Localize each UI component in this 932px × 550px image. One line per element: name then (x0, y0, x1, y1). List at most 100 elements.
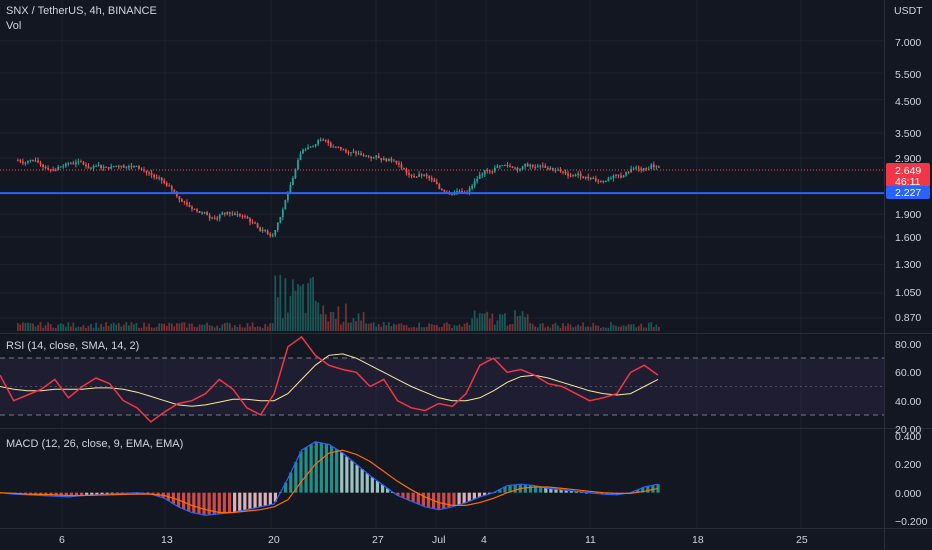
candle-body (294, 169, 297, 179)
volume-bar (387, 322, 390, 331)
volume-bar (281, 318, 284, 331)
price-tick: 1.300 (895, 259, 921, 271)
macd-histogram-bar (182, 492, 186, 510)
macd-histogram-bar (263, 492, 267, 506)
volume-bar (42, 327, 44, 331)
volume-bar (294, 290, 297, 331)
volume-bar (148, 323, 150, 331)
volume-bar (604, 327, 607, 331)
macd-histogram-bar (105, 492, 109, 495)
candle-body (516, 167, 519, 170)
candle-body (21, 161, 24, 164)
candle-body (481, 174, 484, 176)
candle-body (246, 216, 249, 219)
x-tick: 11 (585, 534, 596, 546)
volume-bar (160, 323, 163, 331)
macd-histogram-bar (110, 492, 114, 494)
volume-bar (100, 323, 103, 331)
candle-body (115, 165, 118, 167)
candle-body (314, 144, 317, 147)
candle-body (284, 200, 287, 210)
volume-bar (486, 311, 489, 331)
volume-bar (312, 276, 315, 331)
volume-bar (37, 324, 39, 331)
volume-bar (337, 306, 340, 331)
macd-histogram-bar (360, 469, 364, 493)
macd-histogram-bar (268, 492, 272, 505)
volume-bar (334, 319, 337, 331)
volume-bar (478, 313, 481, 331)
candle-body (418, 174, 421, 177)
candle-body (138, 165, 140, 169)
volume-bar (297, 284, 299, 331)
candle-body (620, 175, 622, 178)
macd-tick: 0.200 (895, 459, 921, 471)
volume-bar (458, 324, 461, 331)
volume-bar (27, 322, 29, 331)
price-tick: 1.600 (895, 232, 921, 244)
volume-bar (562, 323, 564, 331)
volume-bar (398, 323, 400, 331)
candle-body (69, 163, 72, 165)
candle-body (85, 164, 87, 167)
volume-bar (582, 322, 585, 331)
volume-bar (622, 325, 625, 331)
volume-bar (122, 324, 125, 331)
volume-bar (309, 278, 312, 331)
candle-body (327, 140, 330, 143)
candle-body (160, 177, 163, 181)
volume-bar (435, 324, 438, 331)
macd-histogram-bar (462, 492, 466, 504)
candle-body (592, 177, 595, 179)
macd-histogram-bar (248, 492, 252, 510)
volume-bar (112, 322, 115, 331)
volume-bar (370, 323, 373, 331)
candle-body (302, 149, 304, 154)
macd-histogram-bar (411, 492, 415, 502)
volume-bar (652, 327, 655, 331)
volume-bar (143, 322, 145, 331)
candle-body (324, 140, 327, 142)
volume-bar (19, 324, 22, 331)
candle-body (236, 214, 239, 216)
volume-bar (127, 325, 130, 331)
candle-body (239, 214, 241, 216)
candle-body (506, 164, 509, 166)
candle-body (647, 168, 650, 170)
macd-histogram-bar (340, 452, 344, 493)
macd-histogram-bar (539, 486, 543, 493)
candle-body (564, 171, 567, 174)
volume-bar (625, 326, 627, 331)
candle-body (534, 166, 537, 168)
volume-bars (16, 274, 660, 331)
macd-histogram-bar (217, 492, 221, 514)
candle-body (304, 149, 307, 151)
candle-body (554, 170, 557, 172)
volume-bar (133, 324, 135, 331)
volume-bar (471, 318, 474, 331)
candle-body (612, 175, 615, 179)
candle-body (536, 166, 539, 168)
volume-bar (319, 313, 322, 331)
volume-bar (269, 323, 272, 331)
volume-bar (239, 324, 241, 331)
volume-bar (292, 279, 294, 331)
volume-bar (276, 297, 279, 331)
macd-histogram-bar (365, 473, 369, 493)
candle-body (610, 178, 612, 180)
macd-histogram-bar (69, 492, 74, 497)
volume-bar (44, 325, 47, 331)
volume-bar (246, 323, 249, 331)
volume-bar (569, 324, 572, 331)
candle-body (491, 171, 494, 173)
macd-histogram-bar (457, 492, 461, 505)
candle-body (430, 178, 433, 180)
volume-bar (516, 316, 519, 331)
candle-body (438, 183, 441, 189)
candle-body (574, 174, 577, 176)
candle-body (251, 222, 254, 224)
candle-body (211, 217, 214, 219)
candle-body (62, 166, 65, 168)
volume-bar (196, 327, 198, 331)
